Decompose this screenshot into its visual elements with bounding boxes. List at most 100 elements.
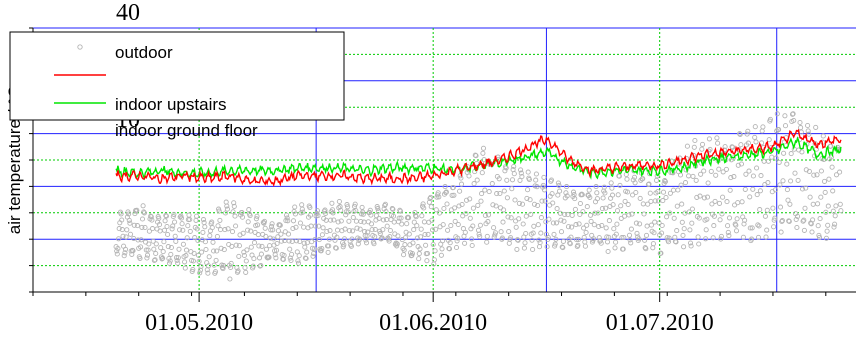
outdoor-point bbox=[221, 247, 227, 253]
outdoor-point bbox=[703, 236, 709, 242]
outdoor-point bbox=[762, 213, 768, 219]
outdoor-point bbox=[307, 212, 314, 218]
outdoor-point bbox=[682, 180, 689, 186]
outdoor-point bbox=[838, 208, 844, 214]
outdoor-point bbox=[328, 217, 334, 223]
outdoor-point bbox=[828, 143, 834, 149]
outdoor-point bbox=[596, 235, 602, 241]
outdoor-point bbox=[570, 189, 577, 195]
outdoor-point bbox=[806, 168, 812, 174]
outdoor-point bbox=[515, 237, 521, 243]
outdoor-point bbox=[523, 230, 529, 237]
outdoor-point bbox=[596, 223, 602, 230]
outdoor-point bbox=[624, 176, 630, 182]
outdoor-point bbox=[218, 245, 224, 251]
outdoor-point bbox=[187, 228, 193, 234]
outdoor-point bbox=[679, 219, 685, 225]
outdoor-point bbox=[466, 173, 472, 179]
outdoor-point bbox=[655, 189, 661, 195]
outdoor-point bbox=[406, 215, 412, 221]
outdoor-point bbox=[656, 220, 662, 226]
outdoor-point bbox=[557, 188, 563, 194]
outdoor-point bbox=[236, 253, 242, 259]
outdoor-point bbox=[758, 173, 764, 179]
outdoor-point bbox=[704, 194, 711, 200]
outdoor-point bbox=[331, 217, 337, 223]
outdoor-point bbox=[504, 177, 510, 183]
outdoor-point bbox=[690, 173, 696, 179]
outdoor-point bbox=[528, 211, 534, 217]
outdoor-point bbox=[330, 210, 336, 216]
outdoor-point bbox=[716, 200, 723, 206]
outdoor-point bbox=[485, 219, 491, 225]
series-line-indoor-upstairs bbox=[115, 128, 842, 187]
outdoor-point bbox=[592, 210, 598, 216]
outdoor-point bbox=[261, 218, 268, 224]
outdoor-point bbox=[166, 260, 173, 266]
outdoor-point bbox=[539, 198, 545, 204]
outdoor-point bbox=[207, 233, 213, 239]
outdoor-point bbox=[479, 191, 485, 197]
outdoor-point bbox=[122, 250, 128, 256]
outdoor-point bbox=[681, 226, 687, 232]
outdoor-point bbox=[224, 206, 230, 212]
outdoor-point bbox=[493, 203, 499, 209]
outdoor-point bbox=[467, 215, 473, 221]
outdoor-point bbox=[489, 181, 495, 187]
outdoor-point bbox=[142, 224, 148, 231]
outdoor-point bbox=[293, 224, 299, 230]
outdoor-point bbox=[636, 236, 642, 242]
outdoor-point bbox=[787, 201, 793, 207]
outdoor-point bbox=[115, 245, 121, 252]
outdoor-point bbox=[580, 209, 586, 215]
outdoor-point bbox=[255, 222, 261, 228]
outdoor-point bbox=[611, 226, 617, 232]
outdoor-point bbox=[263, 246, 269, 252]
outdoor-point bbox=[176, 246, 182, 252]
outdoor-point bbox=[304, 249, 310, 255]
outdoor-point bbox=[805, 128, 811, 134]
outdoor-point bbox=[122, 246, 129, 252]
outdoor-point bbox=[562, 211, 568, 218]
outdoor-point bbox=[604, 239, 611, 245]
outdoor-point bbox=[752, 124, 758, 130]
outdoor-point bbox=[793, 216, 799, 223]
outdoor-point bbox=[167, 258, 173, 264]
outdoor-point bbox=[823, 235, 829, 241]
outdoor-point bbox=[209, 219, 215, 225]
outdoor-point bbox=[584, 222, 590, 228]
outdoor-point bbox=[600, 195, 606, 201]
outdoor-point bbox=[770, 205, 776, 211]
outdoor-point bbox=[260, 219, 266, 225]
outdoor-point bbox=[813, 124, 819, 130]
outdoor-point bbox=[730, 144, 736, 150]
outdoor-point bbox=[423, 242, 429, 248]
outdoor-point bbox=[258, 262, 264, 269]
outdoor-point bbox=[266, 254, 272, 260]
outdoor-point bbox=[141, 209, 147, 215]
outdoor-point bbox=[533, 177, 539, 183]
outdoor-point bbox=[134, 207, 140, 213]
outdoor-point bbox=[240, 230, 246, 236]
outdoor-point bbox=[692, 137, 698, 144]
outdoor-point bbox=[524, 195, 530, 201]
outdoor-point bbox=[519, 174, 525, 180]
outdoor-point bbox=[659, 230, 665, 236]
outdoor-point bbox=[663, 194, 669, 201]
outdoor-point bbox=[459, 201, 465, 208]
outdoor-point bbox=[375, 208, 381, 214]
outdoor-point bbox=[609, 185, 615, 191]
outdoor-point bbox=[584, 204, 590, 210]
outdoor-point bbox=[251, 256, 257, 262]
outdoor-point bbox=[471, 181, 477, 187]
outdoor-point bbox=[837, 201, 843, 207]
outdoor-point bbox=[220, 266, 226, 272]
outdoor-point bbox=[248, 244, 254, 250]
outdoor-point bbox=[452, 218, 458, 224]
outdoor-point bbox=[744, 131, 750, 137]
outdoor-point bbox=[123, 234, 129, 240]
outdoor-point bbox=[830, 208, 836, 214]
outdoor-point bbox=[754, 165, 760, 171]
outdoor-point bbox=[368, 221, 375, 227]
outdoor-point bbox=[765, 158, 772, 164]
